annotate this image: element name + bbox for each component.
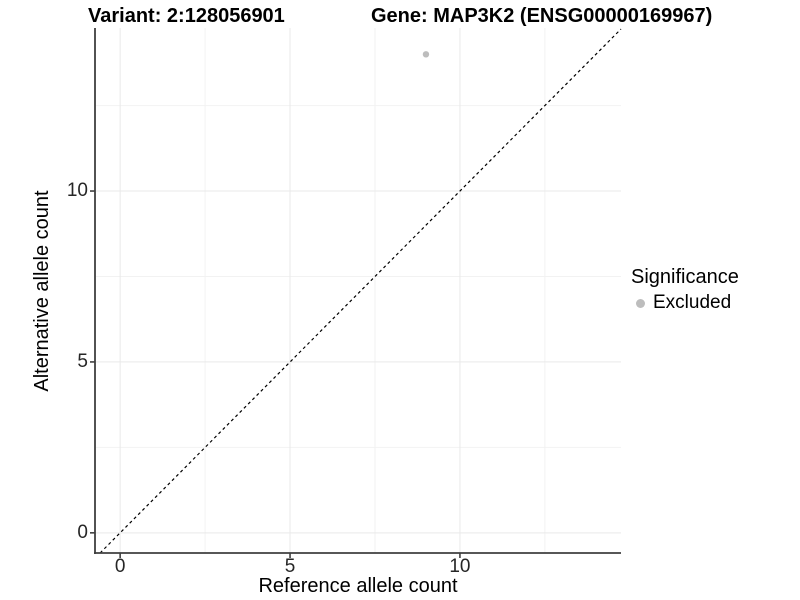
legend-title: Significance <box>631 266 739 288</box>
y-tick-label: 10 <box>66 180 88 202</box>
legend: Significance Excluded <box>631 266 739 314</box>
y-tick-label: 0 <box>77 521 88 543</box>
legend-marker-circle-icon <box>636 298 645 308</box>
x-tick-label: 5 <box>284 556 296 577</box>
legend-item-label: Excluded <box>653 292 732 313</box>
y-axis-title: Alternative allele count <box>31 190 53 392</box>
x-tick-label: 0 <box>114 556 126 577</box>
plot-title-gene: Gene: MAP3K2 (ENSG00000169967) <box>371 5 713 27</box>
x-axis-title: Reference allele count <box>258 575 458 597</box>
plot-title-variant: Variant: 2:128056901 <box>88 5 285 27</box>
identity-line <box>99 28 622 554</box>
legend-item: Excluded <box>631 292 739 314</box>
data-point <box>422 51 430 58</box>
x-tick-label: 10 <box>449 556 471 577</box>
y-tick-label: 5 <box>77 350 88 372</box>
legend-items: Excluded <box>631 292 739 314</box>
